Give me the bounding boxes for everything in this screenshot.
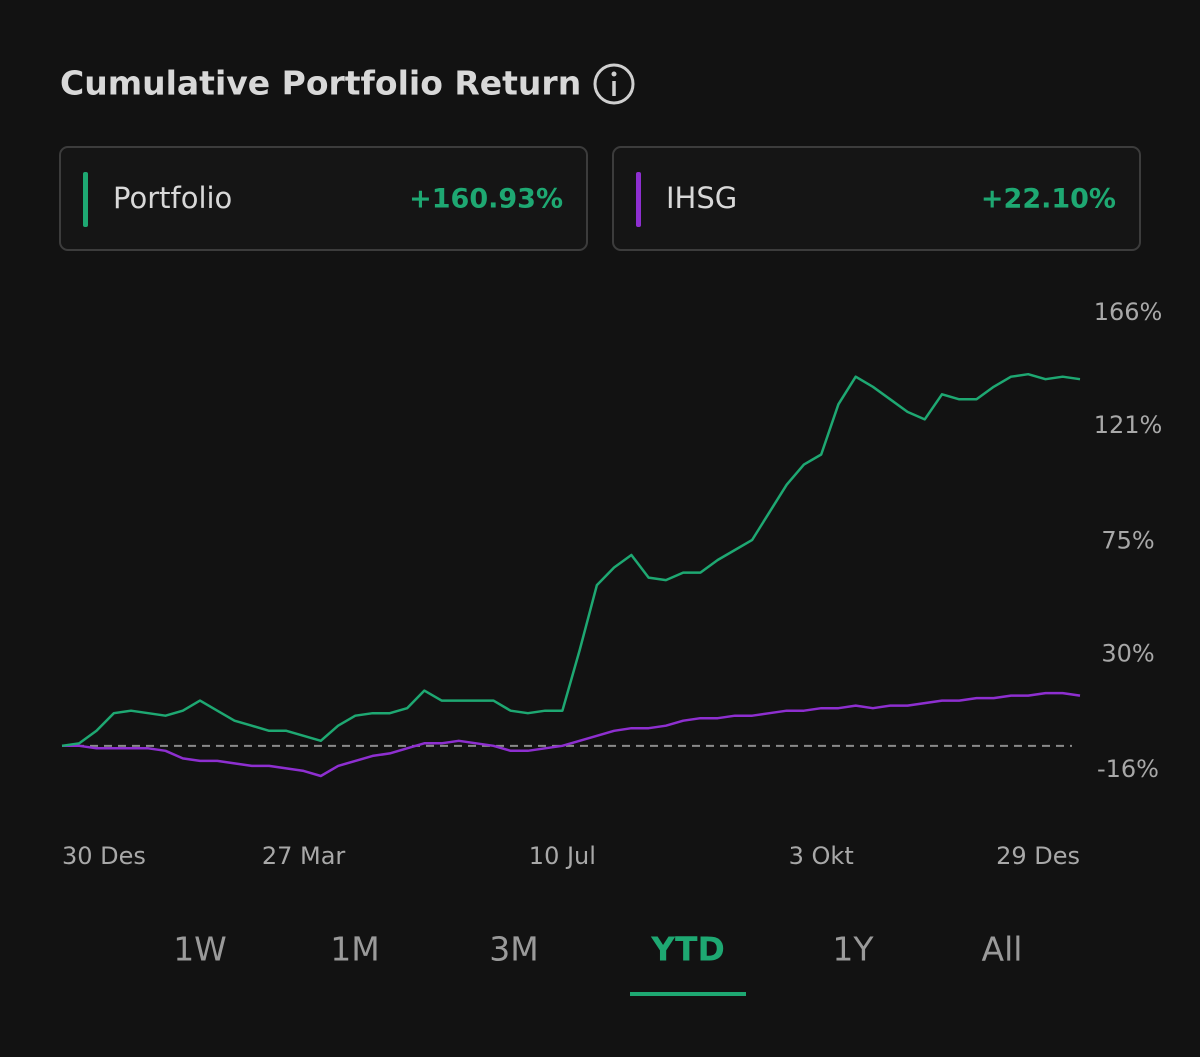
legend-name: IHSG (666, 181, 737, 215)
x-tick-label: 10 Jul (529, 842, 596, 870)
series-line (61, 372, 1081, 748)
y-tick-label: 75% (1101, 527, 1154, 555)
range-tab[interactable]: 1Y (832, 930, 874, 969)
y-tick-label: 166% (1094, 298, 1163, 326)
x-tick-label: 29 Des (996, 842, 1080, 870)
legend-value: +22.10% (981, 184, 1116, 215)
legend-card (612, 146, 1141, 251)
y-tick-label: 30% (1101, 639, 1154, 667)
series-line (62, 691, 1081, 778)
range-tab[interactable]: 1M (330, 930, 379, 969)
active-tab-underline (630, 992, 746, 996)
legend-card (59, 146, 588, 251)
range-tab[interactable]: All (982, 930, 1023, 969)
y-tick-label: 121% (1094, 411, 1163, 439)
x-tick-label: 30 Des (62, 842, 146, 870)
legend-name: Portfolio (113, 181, 232, 215)
x-tick-label: 27 Mar (262, 842, 346, 870)
range-tab[interactable]: 1W (173, 930, 227, 969)
y-tick-label: -16% (1097, 755, 1159, 783)
range-tab[interactable]: YTD (650, 930, 725, 969)
legend-swatch (83, 172, 88, 227)
legend-swatch (636, 172, 641, 227)
range-tab[interactable]: 3M (489, 930, 538, 969)
info-icon[interactable] (593, 63, 635, 105)
legend-value: +160.93% (409, 184, 563, 215)
title: Cumulative Portfolio Return (60, 64, 581, 103)
x-tick-label: 3 Okt (789, 842, 854, 870)
